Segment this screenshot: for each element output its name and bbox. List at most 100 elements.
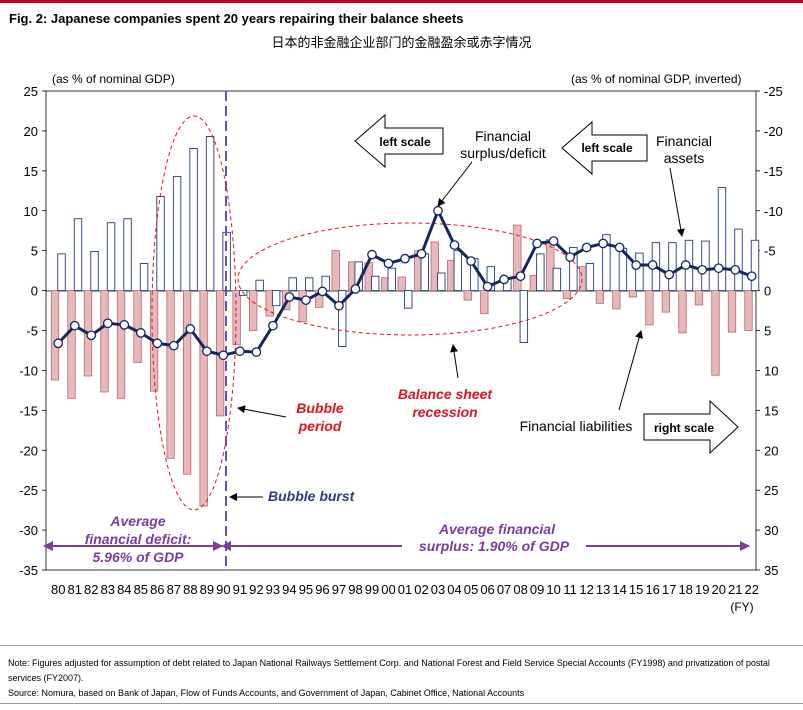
surplus-line-series [53,205,757,361]
assets-bar [635,252,644,292]
liabilities-label: Financial liabilities [520,418,633,434]
right-tick-label: 35 [764,563,778,578]
surplus-marker [383,258,394,269]
x-tick-label: 10 [546,582,560,597]
assets-bar [750,239,760,292]
assets-bar [371,275,380,292]
surplus-marker [251,347,262,357]
liabilities-bar [480,290,489,315]
x-tick-label: 85 [134,582,148,597]
x-tick-label: 07 [497,582,511,597]
avg-deficit-line3: 5.96% of GDP [92,549,184,565]
assets-bar [519,290,529,343]
right-tick-label: -10 [764,204,783,219]
liabilities-bar [331,250,340,291]
top-accent-line [0,0,803,3]
assets-bar [288,277,297,292]
x-tick-label: 22 [745,582,759,597]
assets-bar [139,262,149,292]
assets-bars [57,136,760,347]
x-tick-label: 16 [645,582,659,597]
right-tick-label: -20 [764,124,783,139]
avg-surplus-line1: Average financial [438,521,556,537]
bubble-period-pointer-arrow [237,405,287,418]
x-tick-label: 14 [612,582,626,597]
assets-bar [552,267,562,292]
bubble-period-line2: period [298,418,342,434]
assets-bar [404,290,413,309]
footer-separator-top [0,645,803,646]
plot-frame [45,90,757,571]
x-tick-label: 87 [167,582,181,597]
left-scale-arrow-2 [561,120,648,176]
assets-bar [602,234,611,292]
x-tick-label: 21 [728,582,742,597]
x-tick-label: 92 [249,582,263,597]
x-tick-label: 95 [299,582,313,597]
surplus-label-line1: Financial [475,128,531,144]
bsr-label-line1: Balance sheet [398,386,493,402]
left-tick-label: -35 [19,563,38,578]
assets-bar [123,218,132,292]
assets-bar [73,218,83,292]
surplus-marker [631,260,642,270]
surplus-marker [565,252,575,262]
assets-bar [57,253,66,292]
liabilities-bar [116,290,126,399]
x-tick-label: 20 [711,582,725,597]
left-tick-label: -30 [19,523,38,538]
x-axis-ticks: 80 81 82 83 84 85 86 87 88 89 90 91 92 93 94 95 96 97 98 99… [51,582,759,597]
right-tick-label: -15 [764,164,783,179]
assets-bar [304,277,314,292]
liabilities-bar [727,290,737,333]
right-tick-label: 15 [764,403,778,418]
right-scale-label: right scale [654,421,714,435]
surplus-marker [135,328,146,338]
x-tick-label: 80 [51,582,65,597]
x-tick-label: 90 [216,582,230,597]
left-axis-label: (as % of nominal GDP) [52,72,175,86]
surplus-label-line2: surplus/deficit [460,145,546,161]
assets-bar [387,267,396,292]
assets-bar [734,228,743,292]
chart-canvas: (as % of nominal GDP) (as % of nominal G… [19,72,783,614]
liabilities-bar [694,290,704,306]
surplus-marker [152,338,163,349]
surplus-marker [400,253,410,264]
source-text: Source: Nomura, based on Bank of Japan, … [8,688,525,698]
right-tick-label: -5 [764,244,776,259]
x-tick-label: 93 [266,582,280,597]
right-tick-label: 25 [764,483,778,498]
assets-bar [205,136,215,292]
x-tick-label: 84 [117,582,131,597]
right-tick-label: -25 [764,84,783,99]
left-tick-label: -15 [19,403,38,418]
left-scale-label-1: left scale [379,135,431,149]
liabilities-bars [50,224,753,507]
surplus-marker [168,340,179,351]
x-tick-label: 12 [579,582,593,597]
assets-bar [189,148,198,292]
x-tick-label: 05 [464,582,478,597]
surplus-marker [581,242,592,253]
x-tick-label: 96 [315,582,329,597]
surplus-marker [235,346,245,357]
footer-separator-bottom [0,703,803,704]
bsr-label-line2: recession [412,404,477,420]
surplus-marker [301,295,311,306]
left-tick-label: 20 [24,124,38,139]
liabilities-bar [248,290,258,331]
liabilities-bar [430,241,439,291]
left-scale-label-2: left scale [581,141,633,155]
x-tick-label: 86 [150,582,164,597]
liabilities-bar [661,290,671,313]
surplus-marker [334,300,344,311]
assets-bar [717,187,727,292]
surplus-marker [53,338,64,349]
surplus-pointer-arrow [437,161,473,207]
right-tick-label: 5 [764,324,771,339]
liabilities-bar [744,290,753,331]
surplus-marker [598,238,608,249]
left-tick-label: 5 [31,244,38,259]
bubble-burst-label: Bubble burst [268,488,356,504]
